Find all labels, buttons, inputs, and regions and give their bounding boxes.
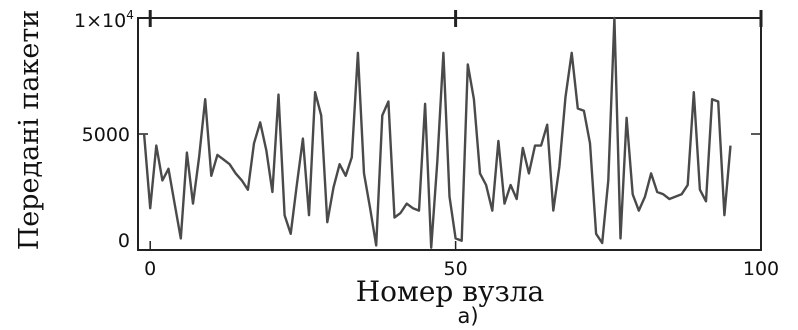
y-tick-label: 1×104 — [74, 8, 134, 32]
figure-caption: а) — [457, 304, 478, 328]
x-axis-title: Номер вузла — [356, 275, 544, 308]
y-axis-title: Передані пакети — [14, 10, 45, 251]
x-tick-label: 100 — [743, 258, 779, 280]
y-tick-label: 5000 — [82, 124, 130, 146]
x-tick-label: 50 — [444, 258, 468, 280]
x-tick-label: 0 — [144, 258, 156, 280]
y-tick-exponent: 4 — [126, 8, 134, 22]
series-line — [142, 16, 732, 249]
plot-frame — [137, 17, 762, 251]
y-tick-label: 0 — [118, 230, 130, 252]
